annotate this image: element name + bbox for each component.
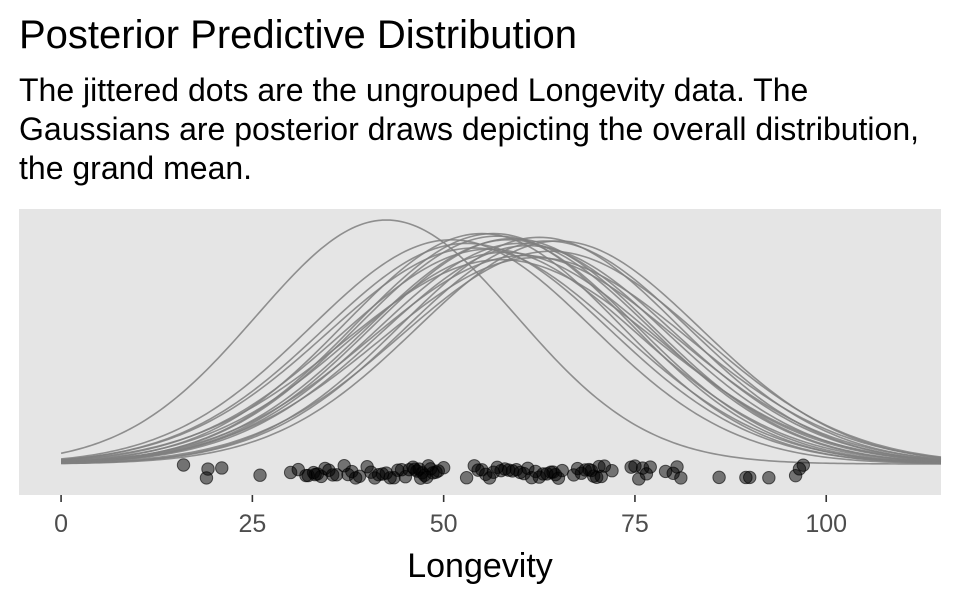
x-tick-label: 0 bbox=[54, 510, 68, 538]
data-point bbox=[201, 462, 215, 476]
data-point bbox=[712, 470, 726, 485]
x-axis: 0 25 50 75 100 bbox=[54, 495, 847, 538]
data-point bbox=[555, 463, 569, 478]
x-tick-label: 100 bbox=[805, 510, 847, 538]
data-point bbox=[743, 470, 757, 485]
data-point bbox=[176, 458, 191, 472]
data-point bbox=[436, 461, 451, 475]
x-tick-label: 25 bbox=[238, 510, 266, 538]
density-curve-18 bbox=[61, 250, 942, 464]
density-curve-8 bbox=[61, 235, 942, 464]
density-curve-19 bbox=[61, 258, 942, 462]
data-point bbox=[459, 471, 474, 485]
density-curve-13 bbox=[61, 247, 942, 464]
x-axis-label: Longevity bbox=[407, 547, 553, 585]
data-point bbox=[215, 461, 229, 475]
data-point bbox=[674, 471, 688, 485]
data-point bbox=[762, 471, 776, 485]
density-curves bbox=[60, 219, 942, 465]
data-point bbox=[796, 458, 810, 472]
x-tick-label: 75 bbox=[621, 510, 649, 538]
density-curve-15 bbox=[61, 254, 942, 463]
chart-subtitle: The jittered dots are the ungrouped Long… bbox=[19, 72, 920, 186]
data-point bbox=[605, 464, 619, 478]
density-curve-0 bbox=[60, 219, 941, 465]
data-point bbox=[643, 460, 657, 474]
chart-title: Posterior Predictive Distribution bbox=[19, 13, 577, 57]
x-tick-label: 50 bbox=[430, 510, 458, 538]
data-points bbox=[176, 458, 810, 486]
density-curve-14 bbox=[61, 251, 942, 463]
density-curve-17 bbox=[61, 242, 942, 464]
data-point bbox=[253, 468, 267, 482]
